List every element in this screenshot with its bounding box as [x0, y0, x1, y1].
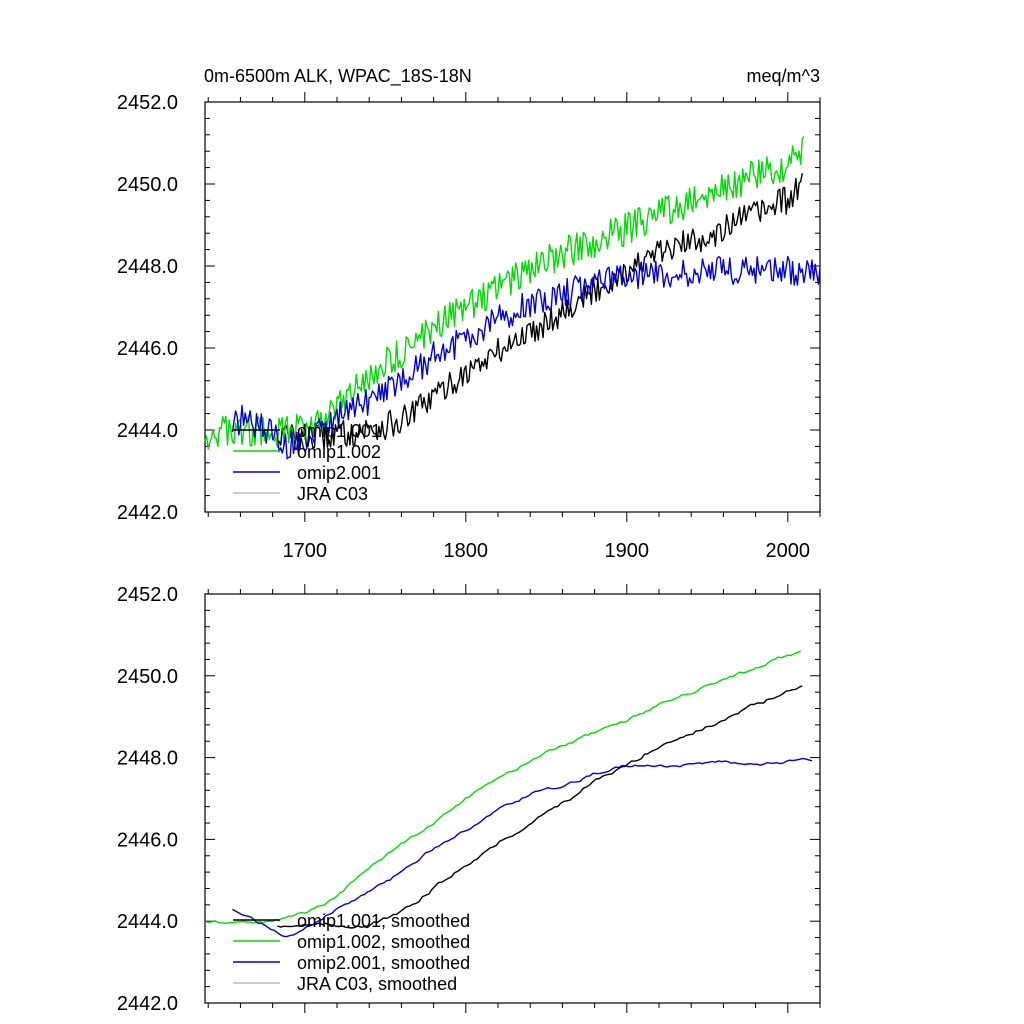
- top-y-tick-label: 2444.0: [117, 420, 178, 442]
- bottom-series-line-omip2-001-smoothed: [232, 757, 813, 938]
- top-series-line-omip1-002: [204, 136, 805, 450]
- bottom-legend-label: omip1.002, smoothed: [297, 932, 470, 952]
- top-x-tick-label: 1700: [283, 540, 328, 562]
- top-y-tick-label: 2448.0: [117, 256, 178, 278]
- bottom-series-line-omip1-002-smoothed: [204, 650, 801, 924]
- top-legend-label: JRA C03: [297, 484, 368, 504]
- bottom-legend-label: JRA C03, smoothed: [297, 974, 457, 994]
- bottom-y-tick-label: 2444.0: [117, 911, 178, 933]
- chart-title: 0m-6500m ALK, WPAC_18S-18N: [204, 66, 472, 87]
- bottom-legend-label: omip1.001, smoothed: [297, 911, 470, 931]
- bottom-y-tick-label: 2452.0: [117, 584, 178, 606]
- top-plot-frame: [204, 101, 821, 513]
- bottom-panel: 2442.0 2444.0 2446.0 2448.0 2450.0 2452.0 omip…: [117, 584, 821, 1015]
- top-series-line-omip2-001: [231, 255, 821, 460]
- bottom-y-tick-label: 2446.0: [117, 829, 178, 851]
- top-y-tick-label: 2446.0: [117, 338, 178, 360]
- top-y-tick-label: 2450.0: [117, 174, 178, 196]
- bottom-legend-label: omip2.001, smoothed: [297, 953, 470, 973]
- bottom-y-tick-label: 2450.0: [117, 666, 178, 688]
- top-x-tick-label: 1800: [444, 540, 489, 562]
- top-series-line-omip1-001: [277, 173, 803, 451]
- top-x-tick-label: 1900: [605, 540, 650, 562]
- top-legend-label: omip2.001: [297, 463, 381, 483]
- top-legend-label: omip1.002: [297, 442, 381, 462]
- bottom-plot-frame: [204, 593, 821, 1004]
- top-x-tick-label: 2000: [766, 540, 811, 562]
- bottom-y-tick-label: 2442.0: [117, 993, 178, 1015]
- top-y-tick-label: 2452.0: [117, 92, 178, 114]
- top-legend-label: omip1.001: [297, 421, 381, 441]
- top-panel: 1700 1800 1900 2000 2442.0 2444.0 2446.0 2448.0…: [117, 92, 821, 562]
- units-label: meq/m^3: [747, 66, 820, 86]
- top-y-tick-label: 2442.0: [117, 502, 178, 524]
- bottom-series-line-omip1-001-smoothed: [277, 685, 803, 929]
- bottom-y-tick-label: 2448.0: [117, 748, 178, 770]
